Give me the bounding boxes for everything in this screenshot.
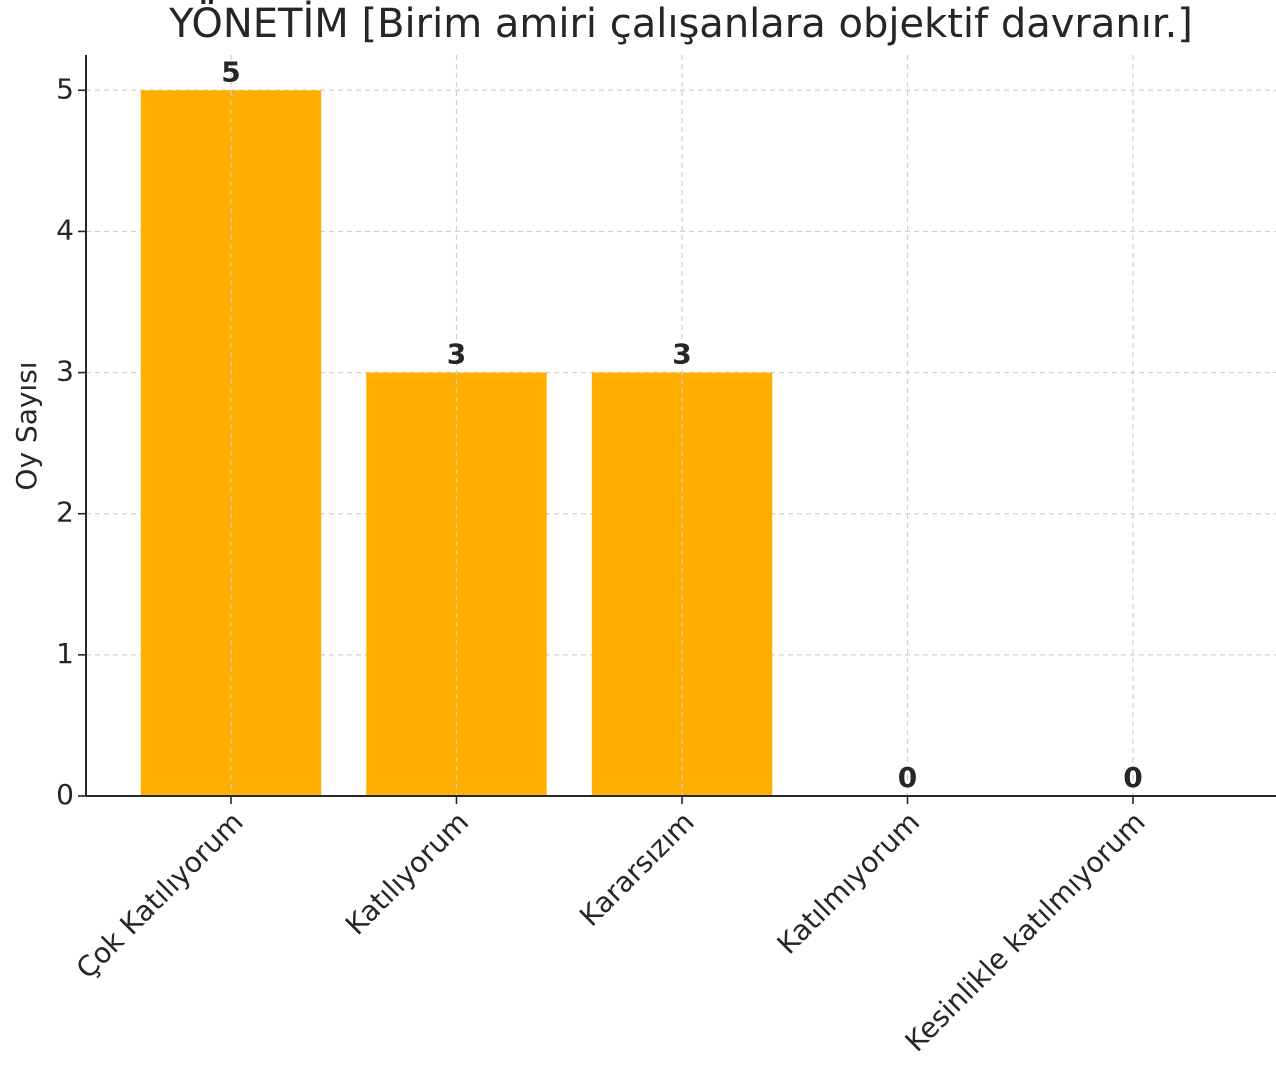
y-tick-label: 2 [56,496,74,529]
x-tick-label: Katılıyorum [339,805,475,941]
y-tick-label: 0 [56,778,74,811]
chart-title: YÖNETİM [Birim amiri çalışanlara objekti… [168,0,1193,47]
x-tick-label: Kararsızım [573,805,701,933]
x-tick-label: Çok Katılıyorum [70,805,250,985]
y-tick-label: 3 [56,355,74,388]
y-tick-label: 1 [56,637,74,670]
data-label: 5 [221,55,240,88]
y-tick-label: 5 [56,72,74,105]
data-label: 3 [447,338,466,371]
y-tick-label: 4 [56,213,74,246]
data-label: 0 [898,761,917,794]
x-tick-label: Kesinlikle katılmıyorum [899,805,1152,1058]
data-label: 0 [1123,761,1142,794]
y-axis-label: Oy Sayısı [10,361,43,490]
data-label: 3 [672,338,691,371]
x-tick-label: Katılmıyorum [771,805,926,960]
